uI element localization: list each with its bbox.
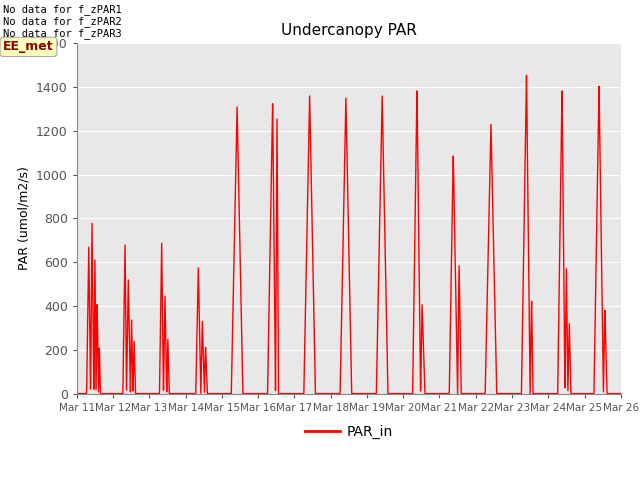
- Legend: PAR_in: PAR_in: [300, 419, 398, 444]
- Text: No data for f_zPAR2: No data for f_zPAR2: [3, 16, 122, 27]
- Y-axis label: PAR (umol/m2/s): PAR (umol/m2/s): [17, 167, 30, 270]
- Title: Undercanopy PAR: Undercanopy PAR: [281, 23, 417, 38]
- Text: No data for f_zPAR1: No data for f_zPAR1: [3, 4, 122, 15]
- Text: No data for f_zPAR3: No data for f_zPAR3: [3, 28, 122, 39]
- Text: EE_met: EE_met: [3, 40, 54, 53]
